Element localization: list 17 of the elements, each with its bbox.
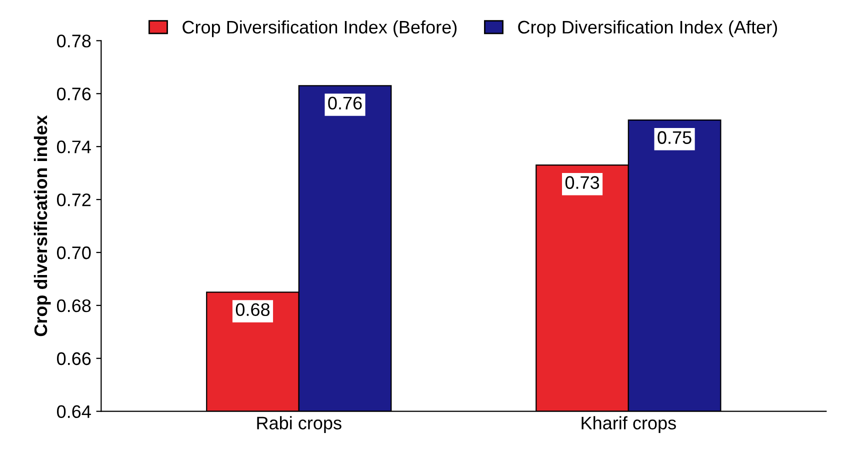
y-tick-label: 0.78 <box>57 34 91 48</box>
y-tick-label: 0.70 <box>57 246 91 260</box>
data-label: 0.73 <box>565 176 600 189</box>
y-tick-label: 0.66 <box>57 352 91 366</box>
y-tick-label: 0.76 <box>57 88 91 100</box>
y-axis-title: Crop diversification index <box>34 115 51 336</box>
y-tick-label: 0.64 <box>57 405 91 418</box>
y-tick-label: 0.72 <box>57 193 91 206</box>
x-tick-label: Rabi crops <box>257 416 342 434</box>
x-tick-label: Kharif crops <box>582 416 676 434</box>
data-label: 0.75 <box>658 131 692 144</box>
data-label: 0.76 <box>328 96 362 110</box>
legend-label: Crop Diversification Index (Before) <box>182 20 457 38</box>
data-label: 0.68 <box>236 303 270 316</box>
y-tick-label: 0.68 <box>57 299 91 312</box>
legend-label: Crop Diversification Index (After) <box>518 20 777 38</box>
y-tick-label: 0.74 <box>57 140 91 154</box>
